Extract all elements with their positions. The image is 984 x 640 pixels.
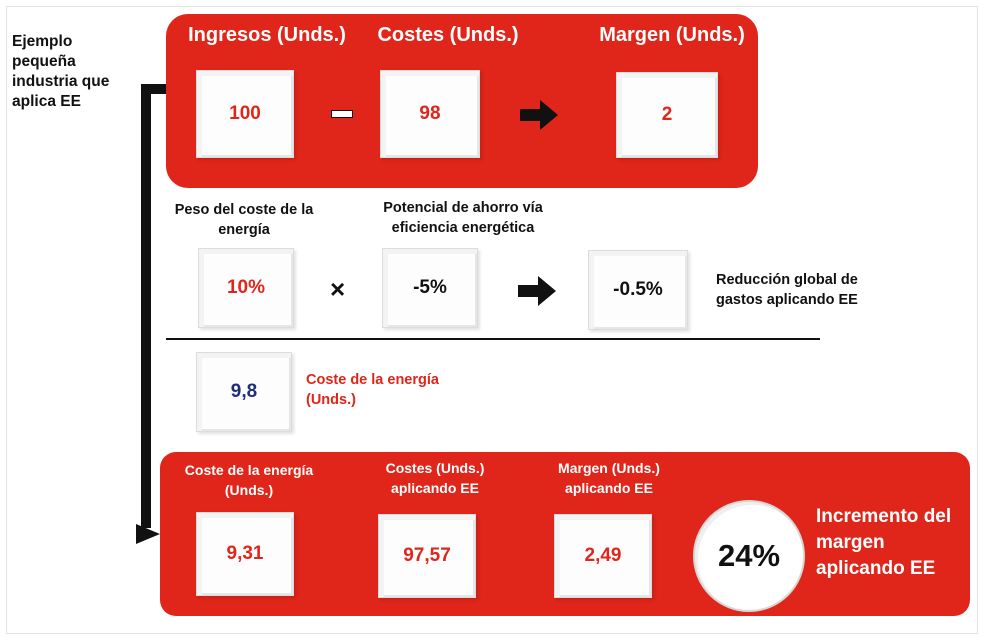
energia-ee-value-box: 9,31 <box>196 512 294 596</box>
energia-label: Coste de la energía (Unds.) <box>306 370 439 410</box>
margen-ee-title: Margen (Unds.) aplicando EE <box>540 458 678 498</box>
ingresos-title: Ingresos (Unds.) <box>188 24 346 46</box>
costes-value-box: 98 <box>380 70 480 158</box>
multiply-icon: × <box>330 274 346 304</box>
connector-line <box>141 84 151 528</box>
example-label-line: aplica EE <box>12 93 81 110</box>
margen-ee-title-line: Margen (Unds.) <box>558 460 660 476</box>
costes-value: 98 <box>419 103 441 124</box>
costes-ee-value: 97,57 <box>403 545 451 566</box>
ingresos-value-box: 100 <box>196 70 294 158</box>
increment-label-line: aplicando EE <box>816 558 936 579</box>
increment-label-line: margen <box>816 532 885 553</box>
minus-icon <box>331 110 353 118</box>
costes-ee-title-line: aplicando EE <box>391 480 479 496</box>
connector-top-stub <box>141 84 171 94</box>
margen-value-box: 2 <box>616 72 718 158</box>
potencial-value: -5% <box>413 277 447 298</box>
top-panel: Ingresos (Unds.) Costes (Unds.) Margen (… <box>166 14 758 188</box>
bottom-panel: Coste de la energía (Unds.) Costes (Unds… <box>160 452 970 616</box>
energia-value: 9,8 <box>230 381 258 402</box>
costes-ee-title: Costes (Unds.) aplicando EE <box>366 458 504 498</box>
example-label-line: industria que <box>12 73 110 90</box>
increment-label: Incremento del margen aplicando EE <box>816 504 951 582</box>
margen-ee-title-line: aplicando EE <box>565 480 653 496</box>
increment-value: 24% <box>717 538 781 573</box>
example-label: Ejemplo pequeña industria que aplica EE <box>12 32 142 112</box>
resultado-value-box: -0.5% <box>588 250 688 330</box>
resultado-value: -0.5% <box>613 279 663 300</box>
ingresos-value: 100 <box>229 103 261 124</box>
reduccion-label: Reducción global de gastos aplicando EE <box>716 270 858 310</box>
increment-label-line: Incremento del <box>816 506 952 527</box>
energia-ee-title: Coste de la energía (Unds.) <box>174 460 324 500</box>
potencial-value-box: -5% <box>382 248 478 328</box>
margen-ee-value-box: 2,49 <box>554 514 652 598</box>
potencial-label-line: Potencial de ahorro vía <box>383 200 543 216</box>
potencial-label-line: eficiencia energética <box>391 220 535 236</box>
example-label-line: Ejemplo <box>12 33 73 50</box>
right-arrow-icon <box>518 276 556 306</box>
margen-value: 2 <box>661 104 673 125</box>
example-label-line: pequeña <box>12 53 76 70</box>
reduccion-label-line: Reducción global de <box>716 272 858 288</box>
margen-ee-value: 2,49 <box>584 545 622 566</box>
energia-label-line: (Unds.) <box>306 392 356 408</box>
energia-ee-title-line: (Unds.) <box>224 482 274 498</box>
margen-title: Margen (Unds.) <box>599 24 745 46</box>
reduccion-label-line: gastos aplicando EE <box>716 292 858 308</box>
increment-circle: 24% <box>693 500 805 612</box>
right-arrow-icon <box>520 100 558 130</box>
energia-ee-value: 9,31 <box>226 543 264 564</box>
peso-value-box: 10% <box>198 248 294 328</box>
costes-title: Costes (Unds.) <box>377 24 519 46</box>
connector-arrowhead <box>136 524 160 544</box>
peso-label-line: energía <box>218 222 270 238</box>
frame-border <box>6 6 978 634</box>
divider-rule <box>166 338 820 340</box>
peso-label: Peso del coste de la energía <box>166 200 322 240</box>
peso-label-line: Peso del coste de la <box>174 202 314 218</box>
energia-ee-title-line: Coste de la energía <box>184 462 314 478</box>
costes-ee-title-line: Costes (Unds.) <box>385 460 485 476</box>
potencial-label: Potencial de ahorro vía eficiencia energ… <box>370 198 556 238</box>
costes-ee-value-box: 97,57 <box>378 514 476 598</box>
peso-value: 10% <box>226 277 266 298</box>
energia-value-box: 9,8 <box>196 352 292 432</box>
energia-label-line: Coste de la energía <box>306 372 439 388</box>
